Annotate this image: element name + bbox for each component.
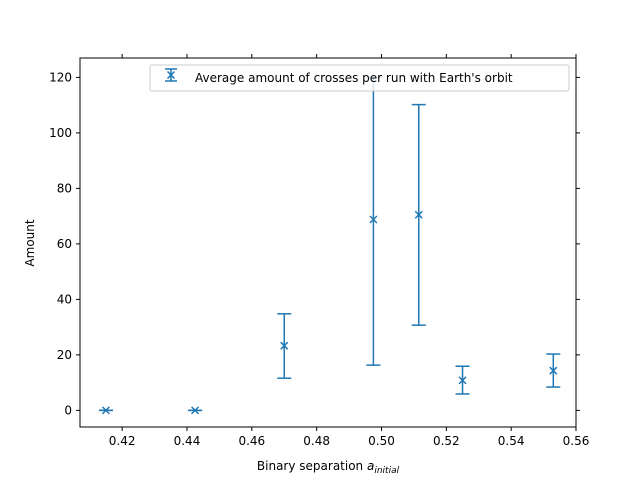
ticks-layer: 0.42 0.44 0.46 0.48 0.50 0.52 0.54 0.56 0 20 40 60 8…	[49, 54, 589, 448]
y-tick-label: 120	[49, 70, 72, 84]
x-tick-label: 0.56	[563, 434, 590, 448]
legend-handle-errorbar-marker	[165, 68, 177, 82]
axes-frame	[79, 57, 577, 428]
x-tick-label: 0.44	[174, 434, 201, 448]
data-point-errorbar	[366, 76, 381, 366]
data-point-errorbar	[455, 365, 470, 395]
data-point-marker	[414, 210, 423, 219]
legend: Average amount of crosses per run with E…	[149, 64, 570, 92]
data-point-errorbar	[546, 353, 561, 388]
x-tick-label: 0.50	[368, 434, 395, 448]
y-tick-label: 100	[49, 126, 72, 140]
y-tick-label: 0	[64, 403, 72, 417]
y-tick-label: 80	[57, 181, 72, 195]
x-tick-label: 0.42	[109, 434, 136, 448]
x-axis-label-symbol: a	[367, 459, 374, 473]
x-tick-label: 0.54	[498, 434, 525, 448]
data-point-marker	[101, 406, 110, 415]
data-point-marker	[369, 215, 378, 224]
legend-box	[149, 64, 570, 92]
data-point-errorbar	[188, 406, 203, 415]
x-tick-label: 0.46	[238, 434, 265, 448]
x-axis-label-main: Binary separation	[257, 459, 367, 473]
legend-entry-label: Average amount of crosses per run with E…	[195, 71, 513, 85]
x-tick-label: 0.48	[303, 434, 330, 448]
x-axis-label-subscript: initial	[374, 466, 399, 476]
data-point-errorbar	[98, 406, 113, 415]
data-point-marker	[191, 406, 200, 415]
x-axis-label: Binary separation ainitial	[257, 459, 400, 476]
y-tick-label: 40	[57, 292, 72, 306]
data-point-errorbar	[277, 313, 292, 379]
data-point-errorbar	[411, 103, 426, 326]
x-tick-label: 0.52	[433, 434, 460, 448]
legend-marker	[166, 70, 176, 80]
y-axis-label: Amount	[23, 219, 37, 266]
data-point-marker	[549, 366, 558, 375]
y-tick-label: 20	[57, 348, 72, 362]
data-point-marker	[458, 376, 467, 385]
marks-layer	[98, 76, 561, 415]
data-point-marker	[280, 341, 289, 350]
y-tick-label: 60	[57, 237, 72, 251]
